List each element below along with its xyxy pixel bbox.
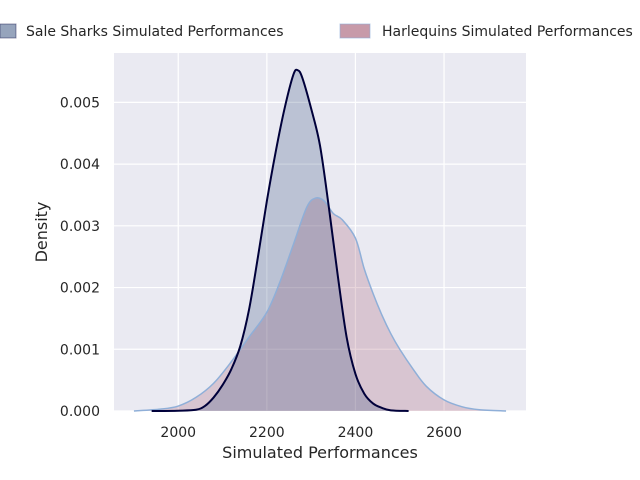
legend-swatch-harlequins [339, 23, 371, 39]
density-areas [133, 68, 507, 412]
y-tick-label: 0.005 [60, 95, 100, 111]
x-axis-label: Simulated Performances [222, 443, 418, 462]
y-tick-label: 0.002 [60, 281, 100, 297]
legend-swatch-sale-sharks [0, 23, 17, 39]
density-line-harlequins [133, 196, 507, 412]
x-tick-label: 2200 [249, 425, 285, 441]
legend-label-sale-sharks: Sale Sharks Simulated Performances [26, 24, 284, 40]
y-tick-label: 0.000 [60, 404, 100, 420]
y-tick-label: 0.001 [60, 342, 100, 358]
density-fill-harlequins [133, 197, 507, 411]
density-line-sale [151, 68, 409, 412]
gridlines [114, 53, 526, 412]
legend: Sale Sharks Simulated Performances Harle… [0, 23, 633, 40]
x-axis-ticks: 2000 2200 2400 2600 [160, 425, 461, 441]
plot-area [114, 53, 526, 411]
x-tick-label: 2600 [426, 425, 462, 441]
y-tick-label: 0.003 [60, 219, 100, 235]
y-axis-label: Density [32, 202, 51, 263]
y-axis-ticks: 0.000 0.001 0.002 0.003 0.004 0.005 [60, 95, 100, 420]
y-tick-label: 0.004 [60, 157, 100, 173]
x-tick-label: 2000 [160, 425, 196, 441]
legend-label-harlequins: Harlequins Simulated Performances [382, 24, 633, 40]
x-tick-label: 2400 [338, 425, 374, 441]
